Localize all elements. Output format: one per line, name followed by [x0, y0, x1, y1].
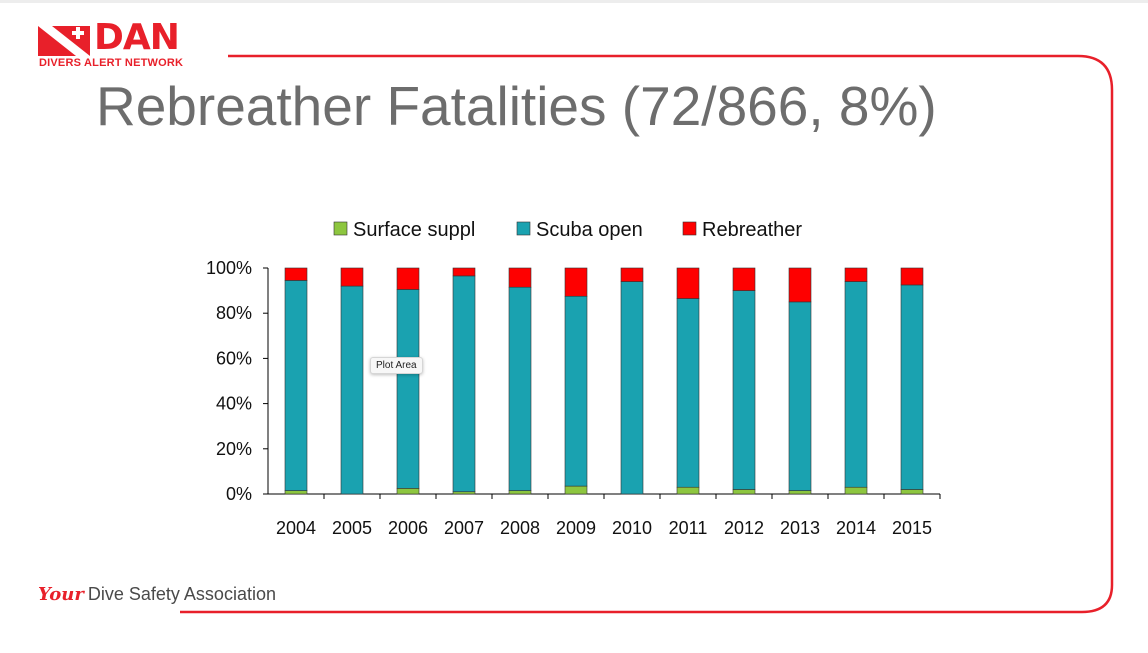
x-tick-label: 2012: [724, 518, 764, 538]
x-tick-label: 2014: [836, 518, 876, 538]
y-tick-label: 0%: [226, 484, 252, 504]
footer-text: Dive Safety Association: [87, 584, 276, 604]
legend-swatch: [682, 221, 697, 236]
bar-segment-scuba-open: [788, 301, 812, 491]
slide-title: Rebreather Fatalities (72/866, 8%): [96, 75, 937, 137]
x-tick-label: 2007: [444, 518, 484, 538]
bar-segment-scuba-open: [676, 298, 700, 488]
y-tick-label: 20%: [216, 439, 252, 459]
x-tick-label: 2008: [500, 518, 540, 538]
dive-flag-icon: [38, 26, 90, 56]
bar-segment-surface-suppl: [900, 489, 924, 495]
y-tick-label: 100%: [206, 258, 252, 278]
logo-wordmark: DAN: [94, 17, 180, 58]
bar-segment-rebreather: [508, 267, 532, 288]
bar-segment-rebreather: [452, 267, 476, 277]
logo-subtitle: DIVERS ALERT NETWORK: [39, 57, 184, 69]
bar-segment-surface-suppl: [676, 486, 700, 495]
y-tick-label: 80%: [216, 303, 252, 323]
bar-segment-surface-suppl: [732, 489, 756, 495]
frame-line: [180, 54, 1114, 614]
bar-segment-scuba-open: [396, 289, 420, 489]
bar-segment-scuba-open: [452, 275, 476, 493]
x-tick-label: 2009: [556, 518, 596, 538]
dan-logo: DAN DIVERS ALERT NETWORK: [38, 17, 228, 72]
x-tick-label: 2004: [276, 518, 316, 538]
top-edge-line: [0, 0, 1148, 3]
bar-segment-rebreather: [564, 267, 588, 297]
x-tick-label: 2015: [892, 518, 932, 538]
bar-segment-rebreather: [284, 267, 308, 281]
x-tick-label: 2011: [669, 518, 708, 538]
y-tick-label: 60%: [216, 348, 252, 368]
bar-segment-rebreather: [732, 267, 756, 291]
bar-segment-surface-suppl: [564, 485, 588, 495]
bar-segment-rebreather: [676, 267, 700, 299]
y-tick-label: 40%: [216, 394, 252, 414]
x-tick-label: 2006: [388, 518, 428, 538]
legend-swatch: [333, 221, 348, 236]
legend-label: Rebreather: [702, 219, 802, 241]
bar-segment-surface-suppl: [508, 490, 532, 495]
plot-area-tooltip: Plot Area: [370, 357, 423, 374]
x-tick-label: 2010: [612, 518, 652, 538]
bar-segment-scuba-open: [564, 295, 588, 487]
bar-segment-rebreather: [620, 267, 644, 282]
bar-segment-surface-suppl: [284, 490, 308, 495]
legend-label: Scuba open: [536, 219, 643, 241]
bar-segment-rebreather: [340, 267, 364, 287]
footer-script-word: Your: [38, 584, 84, 605]
legend-swatch: [516, 221, 531, 236]
bar-segment-scuba-open: [340, 285, 364, 495]
bar-segment-rebreather: [396, 267, 420, 290]
bar-segment-scuba-open: [732, 290, 756, 490]
bar-segment-scuba-open: [508, 286, 532, 491]
bar-segment-scuba-open: [900, 284, 924, 490]
bar-segment-rebreather: [788, 267, 812, 303]
footer-tagline: Your Dive Safety Association: [38, 584, 276, 605]
bar-segment-scuba-open: [620, 281, 644, 495]
bar-segment-surface-suppl: [396, 488, 420, 495]
x-tick-label: 2013: [780, 518, 820, 538]
bar-segment-scuba-open: [844, 281, 868, 488]
bar-segment-scuba-open: [284, 280, 308, 491]
bar-segment-surface-suppl: [788, 490, 812, 495]
bar-segment-rebreather: [900, 267, 924, 286]
bar-segment-surface-suppl: [844, 486, 868, 495]
x-tick-label: 2005: [332, 518, 372, 538]
legend-label: Surface suppl: [353, 219, 475, 241]
bar-segment-rebreather: [844, 267, 868, 282]
bar-segment-surface-suppl: [452, 491, 476, 495]
